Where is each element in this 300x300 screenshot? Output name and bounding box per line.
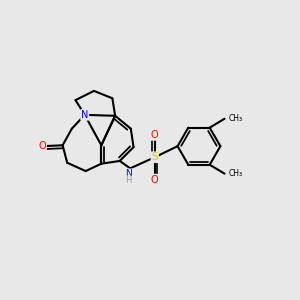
Text: O: O — [151, 175, 159, 184]
Text: CH₃: CH₃ — [229, 169, 243, 178]
Text: O: O — [38, 141, 46, 151]
Text: H: H — [125, 176, 132, 185]
Text: N: N — [125, 169, 132, 178]
Text: O: O — [151, 130, 159, 140]
Text: N: N — [81, 110, 88, 120]
Text: S: S — [152, 152, 158, 162]
Text: CH₃: CH₃ — [229, 114, 243, 123]
